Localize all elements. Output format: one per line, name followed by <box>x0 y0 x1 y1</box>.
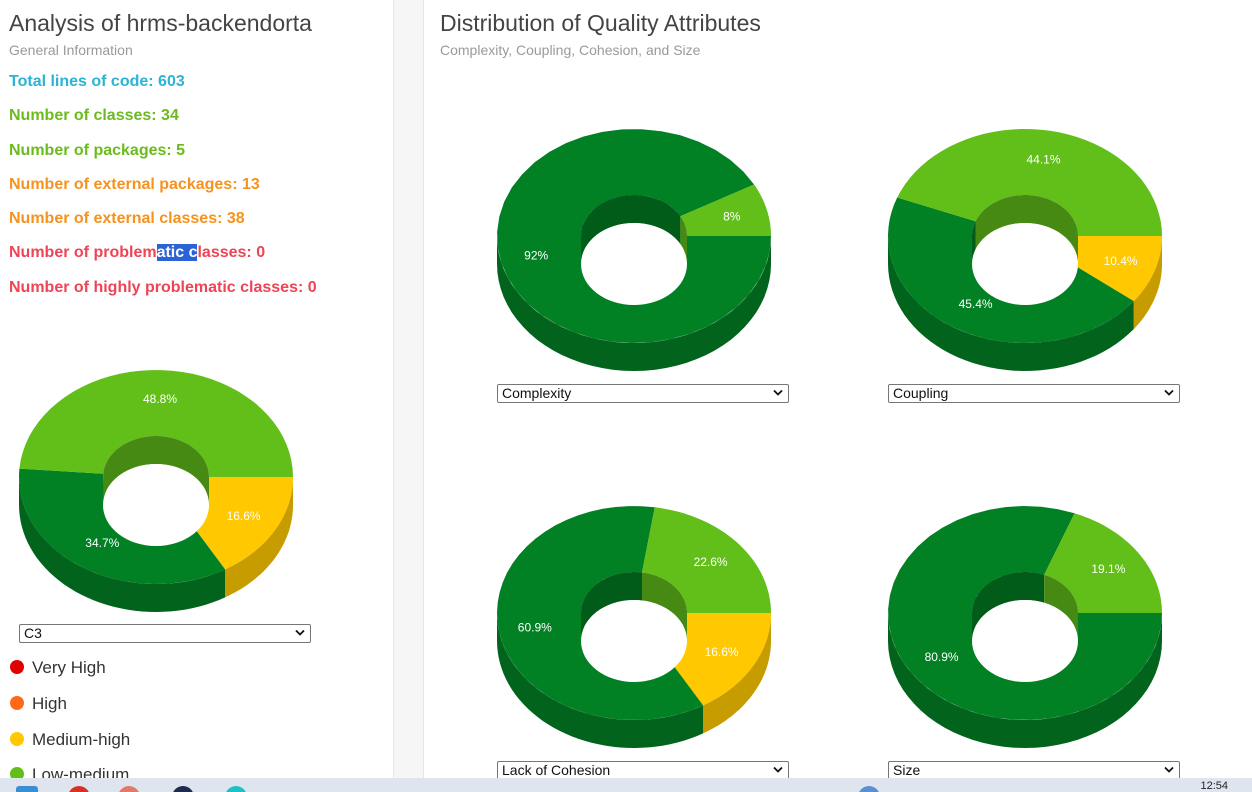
donut-slice <box>888 197 1134 343</box>
donut-hole <box>972 223 1078 305</box>
stat-problematic-text-b: lasses: 0 <box>197 244 266 261</box>
slice-label: 10.4% <box>1104 254 1138 268</box>
metric-select-c3-value: C3 <box>24 625 42 641</box>
notification-app-icon[interactable] <box>858 786 880 792</box>
donut-inner-wall <box>680 216 687 264</box>
donut-slice <box>888 506 1162 720</box>
os-taskbar: 12:54 <box>0 778 1252 792</box>
donut-inner-wall <box>972 572 1045 641</box>
metric-select-coupling-value: Coupling <box>893 385 949 401</box>
stat-classes: Number of classes: 34 <box>9 107 179 124</box>
donut-chart-complexity[interactable]: 92% 8% <box>488 124 788 379</box>
slice-label: 44.1% <box>1026 152 1060 166</box>
slice-label: 16.6% <box>227 509 261 523</box>
stat-highly-problematic-classes: Number of highly problematic classes: 0 <box>9 279 317 296</box>
donut-inner-wall <box>581 572 642 641</box>
start-icon[interactable] <box>16 786 38 792</box>
text-selection-highlight: atic c <box>156 244 198 261</box>
chevron-down-icon <box>773 766 783 773</box>
general-info-panel: Analysis of hrms-backendorta General Inf… <box>0 0 393 784</box>
stat-problematic-text-a: Number of problem <box>9 244 157 261</box>
metric-select-complexity[interactable]: Complexity <box>497 384 789 403</box>
donut-slice <box>897 129 1162 236</box>
browser-app-icon[interactable] <box>68 786 90 792</box>
donut-inner-wall <box>972 221 976 264</box>
analysis-title: Analysis of hrms-backendorta <box>9 10 312 36</box>
stat-external-packages: Number of external packages: 13 <box>9 176 260 193</box>
donut-chart-c3[interactable]: 16.6% 34.7% 48.8% <box>10 365 310 620</box>
donut-side-wall <box>1133 236 1162 330</box>
slice-label: 8% <box>723 210 741 224</box>
teal-app-icon[interactable] <box>225 786 247 792</box>
donut-slice <box>642 507 771 613</box>
taskbar-clock: 12:54 <box>1200 780 1228 792</box>
metric-select-c3[interactable]: C3 <box>19 624 311 643</box>
panel-divider <box>393 0 424 778</box>
slice-label: 16.6% <box>705 645 739 659</box>
legend-item-high: High <box>10 694 67 714</box>
slice-label: 92% <box>524 248 548 262</box>
slice-label: 22.6% <box>694 555 728 569</box>
slice-label: 45.4% <box>959 297 993 311</box>
chevron-down-icon <box>1164 389 1174 396</box>
donut-side-wall <box>225 477 293 598</box>
legend-label: High <box>32 694 67 713</box>
stat-packages: Number of packages: 5 <box>9 142 186 159</box>
donut-hole <box>972 600 1078 682</box>
general-info-subtitle: General Information <box>9 42 133 58</box>
legend-dot-icon <box>10 696 24 710</box>
donut-hole <box>581 223 687 305</box>
legend-item-medium-high: Medium-high <box>10 730 130 750</box>
legend-dot-icon <box>10 767 24 781</box>
donut-slice <box>680 184 771 236</box>
pen-app-icon[interactable] <box>118 786 140 792</box>
legend-item-very-high: Very High <box>10 658 106 678</box>
legend-dot-icon <box>10 732 24 746</box>
metric-select-coupling[interactable]: Coupling <box>888 384 1180 403</box>
donut-side-wall <box>703 613 771 734</box>
slice-label: 60.9% <box>518 621 552 635</box>
donut-side-wall <box>888 236 1134 371</box>
chevron-down-icon <box>1164 766 1174 773</box>
donut-inner-wall <box>1044 574 1078 641</box>
legend-label: Very High <box>32 658 106 677</box>
slice-label: 19.1% <box>1091 562 1125 576</box>
metric-select-complexity-value: Complexity <box>502 385 572 401</box>
donut-hole <box>103 464 209 546</box>
donut-inner-wall <box>581 195 681 264</box>
stat-total-lines: Total lines of code: 603 <box>9 73 185 90</box>
stat-problematic-classes: Number of problematic classes: 0 <box>9 244 265 262</box>
donut-slice <box>497 129 771 343</box>
donut-slice <box>19 370 294 477</box>
donut-inner-wall <box>103 436 209 505</box>
legend-dot-icon <box>10 660 24 674</box>
donut-inner-wall <box>975 195 1078 264</box>
donut-side-wall <box>19 477 226 612</box>
metric-select-cohesion-value: Lack of Cohesion <box>502 762 611 778</box>
chevron-down-icon <box>773 389 783 396</box>
donut-inner-wall <box>642 572 687 641</box>
donut-slice <box>1067 236 1162 302</box>
distribution-subtitle: Complexity, Coupling, Cohesion, and Size <box>440 42 701 58</box>
slice-label: 48.8% <box>143 392 177 406</box>
donut-chart-cohesion[interactable]: 16.6% 60.9% 22.6% <box>488 501 788 756</box>
donut-slice <box>660 613 771 706</box>
donut-side-wall <box>497 236 771 371</box>
chevron-down-icon <box>295 629 305 636</box>
stat-external-classes: Number of external classes: 38 <box>9 210 245 227</box>
slice-label: 34.7% <box>85 536 119 550</box>
metric-select-size-value: Size <box>893 762 921 778</box>
donut-chart-size[interactable]: 80.9% 19.1% <box>879 501 1179 756</box>
donut-slice <box>182 477 293 570</box>
distribution-title: Distribution of Quality Attributes <box>440 10 761 36</box>
donut-hole <box>581 600 687 682</box>
donut-side-wall <box>888 613 1162 748</box>
legend-label: Medium-high <box>32 730 131 749</box>
dark-app-icon[interactable] <box>172 786 194 792</box>
donut-slice <box>1044 513 1162 613</box>
donut-chart-coupling[interactable]: 10.4% 45.4% 44.1% <box>879 124 1179 379</box>
donut-side-wall <box>497 613 704 748</box>
slice-label: 80.9% <box>925 650 959 664</box>
